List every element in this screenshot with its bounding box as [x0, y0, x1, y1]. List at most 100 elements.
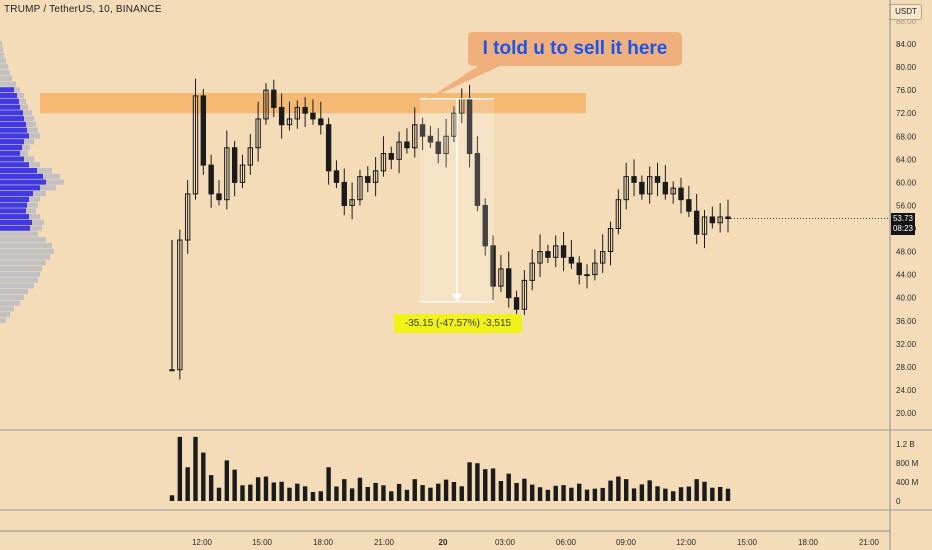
volume-profile-bar-highlight	[0, 144, 22, 151]
volume-bar	[248, 484, 253, 501]
volume-profile-bar	[0, 300, 20, 306]
candle-body	[568, 256, 575, 264]
candle-body	[521, 279, 528, 310]
volume-bar	[389, 491, 394, 501]
candle	[396, 131, 402, 174]
volume-profile-bar	[0, 277, 38, 283]
candle-body	[623, 176, 629, 201]
candle-body	[686, 199, 692, 212]
volume-bar	[623, 479, 629, 501]
candle-body	[701, 216, 708, 235]
volume-tick-label: 800 M	[896, 459, 919, 468]
candle	[412, 107, 418, 158]
measure-label[interactable]: -35.15 (-47.57%) -3,515	[394, 314, 522, 333]
candle	[584, 264, 590, 289]
candle-body	[435, 141, 441, 155]
volume-bar	[467, 462, 472, 501]
candle-body	[169, 369, 175, 372]
volume-bar	[647, 480, 652, 501]
volume-profile-bar	[0, 283, 34, 289]
candle-body	[372, 170, 379, 183]
volume-profile-bar-highlight	[0, 173, 43, 179]
volume-profile-bar	[0, 312, 10, 318]
volume-bar	[318, 491, 323, 501]
candle	[208, 154, 214, 208]
candle-body	[615, 199, 622, 229]
candle-body	[184, 193, 191, 241]
volume-bar	[600, 487, 605, 501]
measure-arrow	[452, 293, 462, 302]
volume-bar	[459, 486, 464, 501]
candle-body	[474, 153, 481, 206]
candle-body	[654, 176, 661, 183]
candle-body	[208, 164, 214, 195]
volume-bar	[255, 477, 261, 501]
candle-body	[498, 268, 504, 287]
candle-body	[380, 153, 387, 172]
volume-bar	[506, 473, 511, 501]
volume-bar	[670, 491, 676, 501]
candle	[427, 125, 434, 148]
candle	[498, 255, 504, 292]
volume-bar	[514, 482, 519, 501]
candle-body	[529, 262, 535, 281]
candle-body	[646, 176, 653, 195]
candle-body	[560, 245, 567, 258]
volume-profile-bar-highlight	[0, 139, 24, 145]
candle	[435, 128, 441, 164]
volume-bar	[216, 487, 222, 501]
price-tick-label: 40.00	[896, 294, 917, 303]
candle	[662, 165, 669, 200]
candle	[615, 189, 622, 235]
candle	[380, 136, 387, 177]
candle-body	[670, 187, 676, 195]
time-tick-label: 12:00	[676, 538, 697, 547]
candle	[349, 182, 355, 220]
volume-bar	[310, 491, 316, 501]
callout-text[interactable]: I told u to sell it here	[468, 32, 682, 66]
time-tick-label: 18:00	[313, 538, 334, 547]
candle	[560, 231, 567, 272]
volume-profile-bar	[0, 237, 46, 243]
candle	[184, 180, 191, 254]
candle	[224, 130, 230, 210]
candle	[388, 146, 394, 170]
candle-body	[443, 135, 449, 155]
volume-profile-bar	[0, 265, 42, 272]
time-tick-label: 15:00	[252, 538, 273, 547]
candle-body	[419, 124, 426, 137]
volume-tick-label: 0	[896, 497, 901, 506]
candle	[294, 100, 300, 129]
volume-bar	[193, 436, 198, 501]
volume-profile-bar-highlight	[0, 98, 19, 104]
volume-profile-bar-highlight	[0, 214, 29, 220]
candle	[239, 154, 246, 189]
volume-bar	[208, 475, 214, 501]
candle	[600, 234, 606, 273]
volume-bar	[639, 484, 645, 501]
volume-profile-bar-highlight	[0, 110, 23, 116]
volume-profile-bar-highlight	[0, 127, 27, 133]
volume-bar	[451, 482, 457, 501]
candle	[419, 117, 426, 151]
candle	[506, 251, 512, 308]
candle-body	[553, 245, 559, 258]
volume-profile-bar-highlight	[0, 156, 24, 162]
volume-profile-bar	[0, 75, 12, 81]
price-tick-label: 56.00	[896, 201, 917, 210]
price-tick-label: 20.00	[896, 409, 917, 418]
candle	[200, 88, 207, 175]
price-tick-label: 68.00	[896, 132, 917, 141]
candle	[592, 249, 598, 281]
volume-profile-bar-highlight	[0, 191, 33, 197]
candle	[717, 203, 723, 233]
currency-selector[interactable]: USDT	[890, 4, 922, 20]
volume-bar	[169, 495, 175, 501]
candle-body	[333, 170, 340, 183]
volume-profile-bar	[0, 46, 3, 53]
volume-bar	[592, 488, 598, 501]
volume-profile-bar	[0, 69, 10, 76]
price-tick-label: 48.00	[896, 248, 917, 257]
